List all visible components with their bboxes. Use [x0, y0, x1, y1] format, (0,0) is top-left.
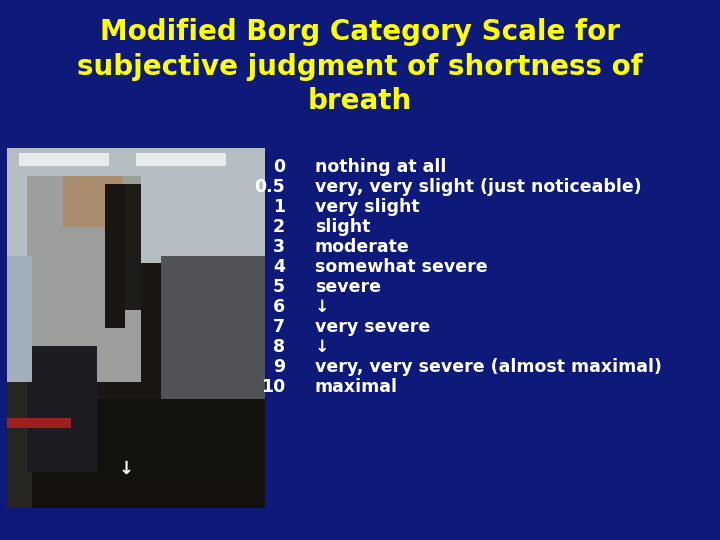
Text: 3: 3 [273, 238, 285, 256]
Text: very slight: very slight [315, 198, 420, 216]
Text: nothing at all: nothing at all [315, 158, 446, 176]
Text: maximal: maximal [315, 378, 398, 396]
Text: 10: 10 [261, 378, 285, 396]
Text: 4: 4 [273, 258, 285, 276]
Text: moderate: moderate [315, 238, 410, 256]
Text: 0: 0 [273, 158, 285, 176]
Text: 0.5: 0.5 [254, 178, 285, 196]
Text: Modified Borg Category Scale for
subjective judgment of shortness of
breath: Modified Borg Category Scale for subject… [77, 18, 643, 115]
Text: very severe: very severe [315, 318, 431, 336]
Text: 8: 8 [273, 338, 285, 356]
Text: 1: 1 [273, 198, 285, 216]
Text: ↓: ↓ [315, 338, 330, 356]
Text: 2: 2 [273, 218, 285, 236]
Text: very, very slight (just noticeable): very, very slight (just noticeable) [315, 178, 642, 196]
Text: very, very severe (almost maximal): very, very severe (almost maximal) [315, 358, 662, 376]
Text: somewhat severe: somewhat severe [315, 258, 487, 276]
Text: severe: severe [315, 278, 381, 296]
Text: ↓: ↓ [118, 460, 134, 478]
Text: 6: 6 [273, 298, 285, 316]
Text: 7: 7 [273, 318, 285, 336]
Text: slight: slight [315, 218, 370, 236]
Text: ↓: ↓ [315, 298, 330, 316]
Text: 9: 9 [273, 358, 285, 376]
Text: 5: 5 [273, 278, 285, 296]
